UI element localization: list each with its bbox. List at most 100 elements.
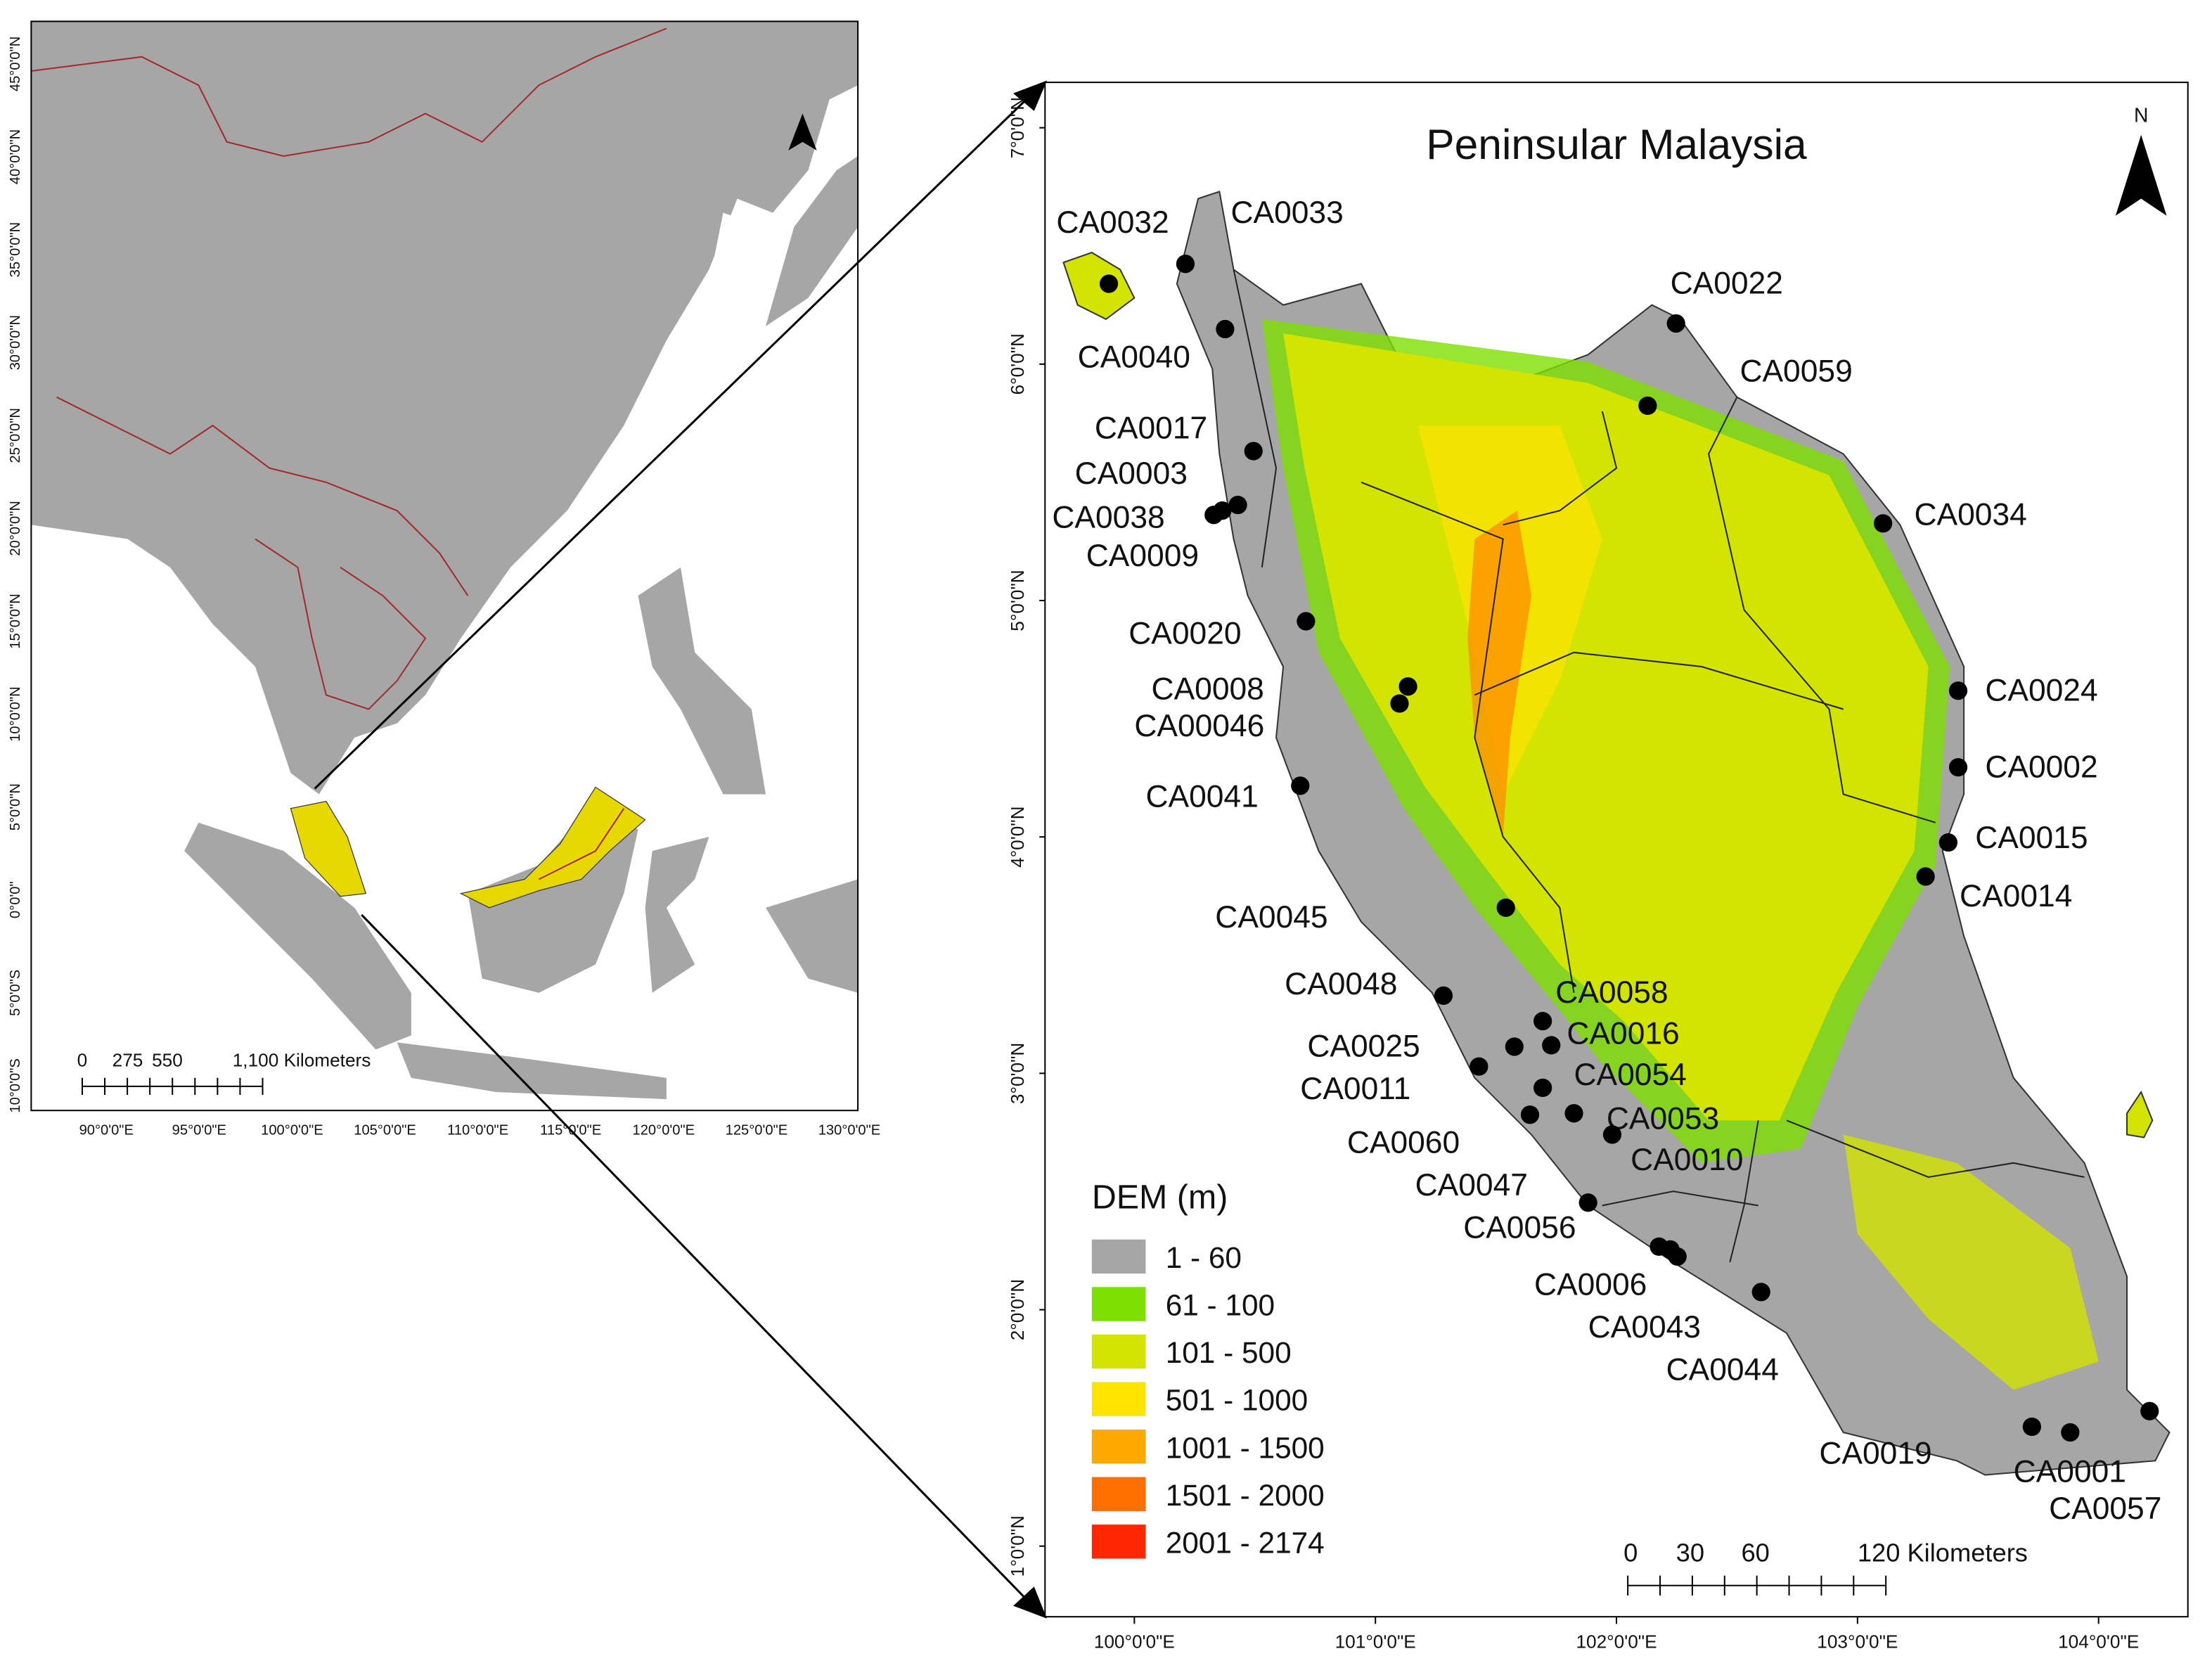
station-point bbox=[1751, 1283, 1770, 1302]
station-label: CA0047 bbox=[1415, 1168, 1528, 1202]
zoom-line bbox=[361, 913, 1034, 1607]
sea bbox=[610, 212, 766, 454]
north-arrow bbox=[2115, 134, 2167, 216]
lat-label: 5°0'0"N bbox=[8, 783, 23, 830]
scale-label: 1,100 Kilometers bbox=[233, 1050, 371, 1071]
legend-label: 1 - 60 bbox=[1166, 1241, 1242, 1274]
legend-label: 1501 - 2000 bbox=[1166, 1479, 1325, 1512]
scale-label: 275 bbox=[112, 1050, 143, 1071]
lat-label: 30°0'0"N bbox=[8, 315, 23, 370]
station-point bbox=[1666, 314, 1685, 333]
malaysia-borneo bbox=[459, 786, 646, 909]
station-label: CA0060 bbox=[1347, 1126, 1460, 1160]
state-border bbox=[1474, 651, 1844, 710]
malaysia-peninsula bbox=[290, 800, 367, 897]
lat-label: 3°0'0"N bbox=[1007, 1043, 1028, 1104]
station-label: CA0058 bbox=[1555, 975, 1668, 1010]
station-label: CA0015 bbox=[1975, 821, 2088, 855]
lon-label: 130°0'0"E bbox=[818, 1122, 881, 1138]
ridge-orange bbox=[1467, 511, 1531, 837]
lon-label: 101°0'0"E bbox=[1335, 1631, 1416, 1652]
station-label: CA00046 bbox=[1134, 709, 1264, 743]
scale-label: 0 bbox=[77, 1050, 88, 1071]
left-frame bbox=[30, 20, 859, 1112]
station-label: CA0020 bbox=[1128, 617, 1241, 651]
lon-label: 102°0'0"E bbox=[1576, 1631, 1657, 1652]
station-label: CA0054 bbox=[1574, 1058, 1687, 1092]
station-point bbox=[1398, 677, 1417, 696]
station-point bbox=[1244, 442, 1263, 461]
lon-label: 120°0'0"E bbox=[633, 1122, 695, 1138]
station-point bbox=[2140, 1401, 2159, 1420]
station-point bbox=[1533, 1078, 1552, 1098]
lat-label: 40°0'0"N bbox=[8, 129, 23, 184]
state-border bbox=[1361, 481, 1575, 993]
station-point bbox=[1505, 1037, 1524, 1056]
lat-label: 25°0'0"N bbox=[8, 408, 23, 463]
legend-swatch bbox=[1091, 1287, 1146, 1321]
lon-label: 115°0'0"E bbox=[540, 1122, 601, 1138]
lat-label: 5°0'0"S bbox=[8, 970, 23, 1016]
station-label: CA0048 bbox=[1285, 967, 1397, 1001]
station-label: CA0053 bbox=[1607, 1101, 1719, 1136]
lon-label: 110°0'0"E bbox=[447, 1122, 508, 1138]
legend-swatch bbox=[1091, 1429, 1146, 1464]
zoom-lines bbox=[314, 80, 1048, 1619]
right-map bbox=[1044, 82, 2189, 1618]
station-label: CA0019 bbox=[1819, 1436, 1931, 1470]
station-label: CA0011 bbox=[1300, 1072, 1410, 1106]
scale-label: 120 Kilometers bbox=[1858, 1539, 2028, 1567]
border bbox=[255, 538, 427, 710]
state-border bbox=[1786, 1119, 2085, 1179]
station-point bbox=[1542, 1036, 1561, 1055]
lon-label: 125°0'0"E bbox=[726, 1122, 788, 1138]
legend-swatch bbox=[1091, 1239, 1146, 1274]
station-point bbox=[1390, 694, 1409, 713]
station-point bbox=[1874, 514, 1893, 533]
legend-swatch bbox=[1091, 1477, 1146, 1511]
lat-label: 2°0'0"N bbox=[1007, 1279, 1028, 1340]
station-label: CA0041 bbox=[1145, 780, 1258, 814]
station-label: CA0001 bbox=[2014, 1455, 2126, 1489]
scale-label: 30 bbox=[1676, 1539, 1704, 1567]
north-arrow-left bbox=[788, 113, 817, 150]
station-point bbox=[1176, 255, 1195, 274]
station-label: CA0008 bbox=[1152, 672, 1264, 706]
lat-label: 35°0'0"N bbox=[8, 222, 23, 277]
station-label: CA0059 bbox=[1740, 354, 1852, 389]
station-label: CA0045 bbox=[1215, 900, 1327, 935]
legend-swatch bbox=[1091, 1382, 1146, 1416]
lon-label: 100°0'0"E bbox=[1094, 1631, 1175, 1652]
lon-label: 95°0'0"E bbox=[172, 1122, 226, 1138]
state-border bbox=[1503, 411, 1618, 526]
station-label: CA0025 bbox=[1307, 1029, 1420, 1064]
station-point bbox=[1297, 612, 1316, 631]
scale-label: 0 bbox=[1623, 1539, 1638, 1567]
lat-label: 1°0'0"N bbox=[1007, 1515, 1028, 1577]
station-point bbox=[1661, 1240, 1680, 1259]
arrowhead bbox=[1013, 1586, 1047, 1619]
station-label: CA0040 bbox=[1078, 340, 1190, 374]
scale-label: 550 bbox=[152, 1050, 183, 1071]
state-border bbox=[1729, 1120, 1759, 1263]
station-label: CA0038 bbox=[1052, 500, 1164, 534]
asia-land bbox=[31, 21, 859, 795]
lon-label: 104°0'0"E bbox=[2058, 1631, 2139, 1652]
north-label: N bbox=[2134, 104, 2148, 127]
station-label: CA0043 bbox=[1588, 1310, 1701, 1345]
station-point bbox=[1216, 319, 1235, 339]
station-label: CA0022 bbox=[1671, 267, 1783, 301]
java bbox=[397, 1042, 667, 1100]
border bbox=[538, 808, 625, 880]
legend-label: 2001 - 2174 bbox=[1166, 1526, 1325, 1559]
legend-swatch bbox=[1091, 1334, 1146, 1369]
station-point bbox=[1916, 867, 1935, 886]
lon-label: 105°0'0"E bbox=[354, 1122, 416, 1138]
station-point bbox=[1948, 758, 1968, 777]
lat-label: 7°0'0"N bbox=[1007, 97, 1028, 158]
lat-label: 20°0'0"N bbox=[8, 501, 23, 556]
station-point bbox=[2061, 1423, 2080, 1442]
station-point bbox=[1602, 1125, 1622, 1144]
station-point bbox=[1099, 274, 1119, 293]
station-label: CA0024 bbox=[1985, 673, 2097, 707]
